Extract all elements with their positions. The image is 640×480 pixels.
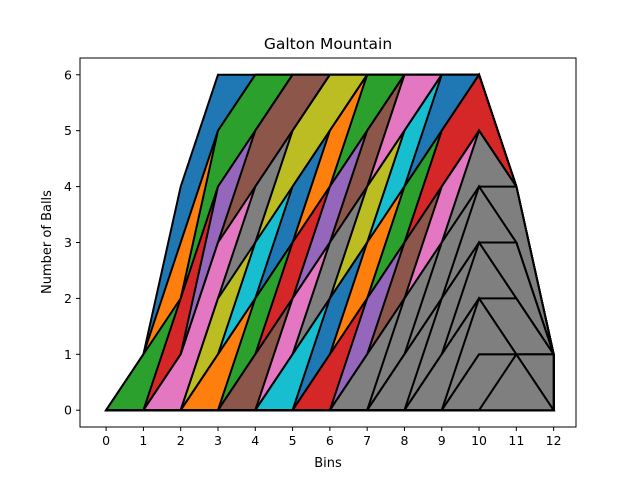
- x-tick-label: 4: [251, 433, 259, 448]
- x-tick-label: 9: [438, 433, 446, 448]
- x-tick-label: 6: [326, 433, 334, 448]
- area-layer-40: [106, 352, 556, 412]
- x-tick-label: 8: [400, 433, 408, 448]
- x-tick-label: 3: [214, 433, 222, 448]
- chart-title: Galton Mountain: [264, 35, 392, 53]
- x-tick-label: 0: [102, 433, 110, 448]
- y-tick-label: 0: [64, 403, 72, 418]
- y-tick-label: 6: [64, 67, 72, 82]
- x-axis-ticks: 0 1 2 3 4 5 6 7 8 9 10 11 12: [102, 427, 562, 448]
- x-tick-label: 12: [546, 433, 562, 448]
- y-tick-label: 1: [64, 347, 72, 362]
- x-tick-label: 7: [363, 433, 371, 448]
- y-axis-label: Number of Balls: [40, 190, 55, 294]
- plot-area: [104, 72, 556, 412]
- y-tick-label: 3: [64, 235, 72, 250]
- y-tick-label: 5: [64, 123, 72, 138]
- x-axis-label: Bins: [314, 456, 342, 471]
- y-tick-label: 2: [64, 291, 72, 306]
- y-axis-ticks: 0 1 2 3 4 5 6: [64, 67, 80, 418]
- x-tick-label: 11: [508, 433, 524, 448]
- x-tick-label: 10: [471, 433, 487, 448]
- x-tick-label: 1: [139, 433, 147, 448]
- x-tick-label: 2: [177, 433, 185, 448]
- x-tick-label: 5: [289, 433, 297, 448]
- y-tick-label: 4: [64, 179, 72, 194]
